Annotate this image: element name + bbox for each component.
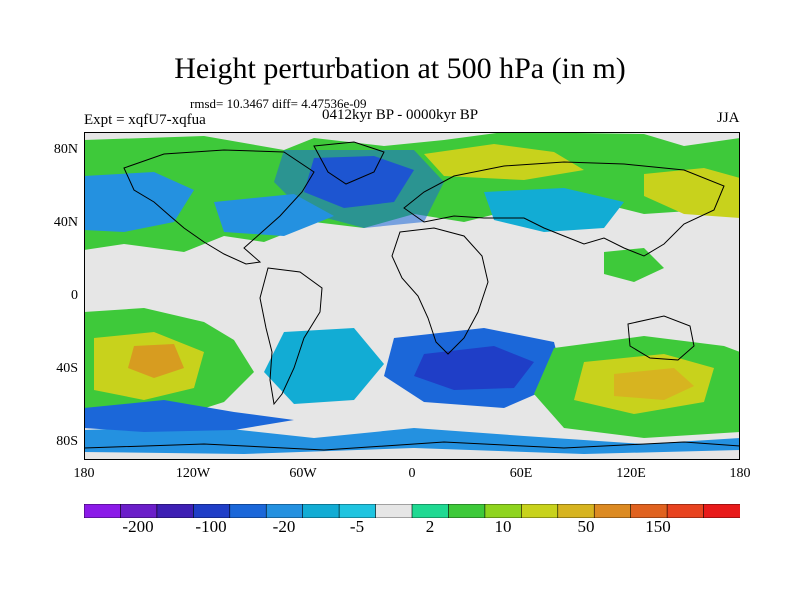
- north-america-coast: [123, 149, 315, 265]
- coastlines: [84, 141, 740, 451]
- y-tick-80s: 80S: [56, 434, 78, 449]
- colorbar-label: -200: [122, 517, 154, 536]
- colorbar-label: -20: [272, 517, 296, 536]
- colorbar: [84, 504, 740, 518]
- colorbar-swatch: [120, 504, 158, 518]
- colorbar-swatch: [703, 504, 740, 518]
- colorbar-swatch: [630, 504, 668, 518]
- x-tick-120e: 120E: [616, 466, 646, 481]
- x-tick-120w: 120W: [175, 466, 211, 481]
- europe-asia-coast: [403, 161, 725, 257]
- antarctica-coast: [84, 441, 740, 451]
- x-tick-60w: 60W: [289, 466, 317, 481]
- africa-coast: [391, 227, 489, 355]
- x-tick-180w: 180: [73, 466, 95, 481]
- colorbar-label: -5: [349, 517, 365, 536]
- colorbar-swatch: [302, 504, 340, 518]
- colorbar-label: -100: [195, 517, 227, 536]
- north-yellow-core: [424, 144, 584, 180]
- colorbar-label: 2: [425, 517, 435, 536]
- height-perturbation-map: [84, 132, 740, 460]
- experiment-label: Expt = xqfU7-xqfua: [84, 112, 206, 128]
- asia-cyan-band: [484, 188, 624, 232]
- colorbar-swatch: [338, 504, 377, 518]
- plot-title: Height perturbation at 500 hPa (in m): [174, 52, 626, 85]
- colorbar-label: 150: [645, 517, 671, 536]
- colorbar-swatch: [411, 504, 450, 518]
- colorbar-swatch: [375, 504, 413, 518]
- southern-field-regions: [84, 308, 740, 454]
- season-label: JJA: [717, 110, 740, 126]
- colorbar-swatch: [557, 504, 596, 518]
- y-tick-80n: 80N: [53, 142, 78, 157]
- colorbar-swatch: [156, 504, 195, 518]
- south-pacific-orange: [128, 344, 184, 378]
- australia-coast: [627, 315, 695, 361]
- south-atlantic-cyan: [264, 328, 384, 404]
- colorbar-label: 50: [577, 517, 595, 536]
- x-tick-180e: 180: [729, 466, 751, 481]
- colorbar-swatch: [448, 504, 486, 518]
- south-america-coast: [259, 267, 323, 406]
- map-frame: [84, 132, 740, 460]
- northwest-cyan: [84, 172, 194, 232]
- colorbar-swatch: [593, 504, 632, 518]
- pacific-green-patch: [604, 248, 664, 282]
- south-indian-core: [414, 346, 534, 390]
- y-tick-0: 0: [71, 288, 78, 303]
- colorbar-swatch: [521, 504, 559, 518]
- colorbar-swatch: [229, 504, 268, 518]
- greenland-coast: [313, 141, 385, 185]
- x-tick-60e: 60E: [509, 466, 533, 481]
- colorbar-swatch: [666, 504, 705, 518]
- y-tick-40s: 40S: [56, 361, 78, 376]
- colorbar-swatch: [484, 504, 523, 518]
- midlat-cyan-band: [214, 194, 334, 236]
- x-tick-0: 0: [408, 466, 416, 481]
- colorbar-swatch: [84, 504, 122, 518]
- y-tick-40n: 40N: [53, 215, 78, 230]
- south-east-orange: [614, 368, 694, 400]
- southern-blue-band: [84, 400, 294, 432]
- period-label: 0412kyr BP - 0000kyr BP: [322, 107, 479, 123]
- colorbar-swatch: [193, 504, 231, 518]
- colorbar-swatch: [265, 504, 304, 518]
- colorbar-label: 10: [494, 517, 512, 536]
- rmsd-stats: rmsd= 10.3467 diff= 4.47536e-09: [190, 96, 367, 111]
